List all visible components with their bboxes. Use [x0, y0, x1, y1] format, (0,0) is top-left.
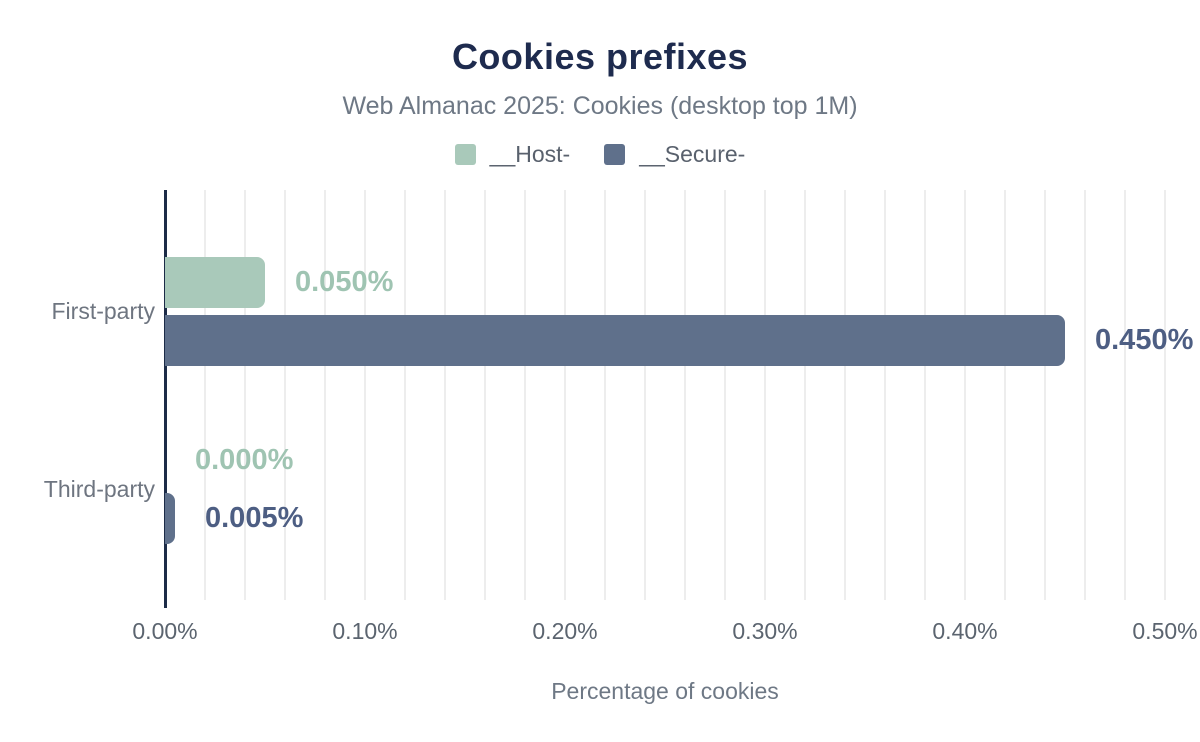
x-tick-label: 0.10%	[332, 618, 398, 644]
legend-label: __Secure-	[639, 141, 746, 167]
gridline	[724, 190, 726, 600]
gridline	[764, 190, 766, 600]
bar-value-label: 0.450%	[1095, 324, 1194, 356]
gridline	[804, 190, 806, 600]
gridline	[284, 190, 286, 600]
legend-item-secure[interactable]: __Secure-	[604, 141, 745, 168]
bar-value-label: 0.005%	[205, 502, 304, 534]
gridline	[1084, 190, 1086, 600]
chart-bar-secure[interactable]	[165, 492, 175, 544]
gridline	[1164, 190, 1166, 600]
chart-title: Cookies prefixes	[451, 36, 749, 77]
gridline	[924, 190, 926, 600]
x-axis-title: Percentage of cookies	[551, 678, 779, 704]
bar-value-label: 0.050%	[295, 266, 394, 298]
gridline	[604, 190, 606, 600]
x-tick-label: 0.00%	[132, 618, 198, 644]
gridline	[564, 190, 566, 600]
y-axis-line	[164, 190, 167, 608]
gridline	[964, 190, 966, 600]
x-tick-label: 0.30%	[732, 618, 798, 644]
x-tick-label: 0.50%	[1132, 618, 1198, 644]
chart-bar-host[interactable]	[165, 256, 265, 308]
gridline	[644, 190, 646, 600]
gridline	[204, 190, 206, 600]
chart-subtitle: Web Almanac 2025: Cookies (desktop top 1…	[342, 92, 858, 120]
gridline	[524, 190, 526, 600]
gridline	[884, 190, 886, 600]
gridline	[1044, 190, 1046, 600]
gridline	[244, 190, 246, 600]
gridline	[444, 190, 446, 600]
x-tick-label: 0.40%	[932, 618, 998, 644]
gridline	[364, 190, 366, 600]
gridline	[404, 190, 406, 600]
gridline	[324, 190, 326, 600]
gridline	[1124, 190, 1126, 600]
gridline	[1004, 190, 1006, 600]
legend-swatch-icon	[604, 144, 626, 165]
gridline	[844, 190, 846, 600]
category-label: First-party	[51, 298, 156, 324]
bar-value-label: 0.000%	[195, 444, 294, 476]
category-label: Third-party	[43, 476, 155, 502]
legend: __Host- __Secure-	[0, 141, 1200, 168]
x-tick-label: 0.20%	[532, 618, 598, 644]
legend-item-host[interactable]: __Host-	[454, 141, 571, 168]
legend-swatch-icon	[454, 144, 476, 165]
legend-label: __Host-	[489, 141, 571, 167]
gridline	[684, 190, 686, 600]
gridline	[484, 190, 486, 600]
chart-bar-secure[interactable]	[165, 314, 1065, 366]
